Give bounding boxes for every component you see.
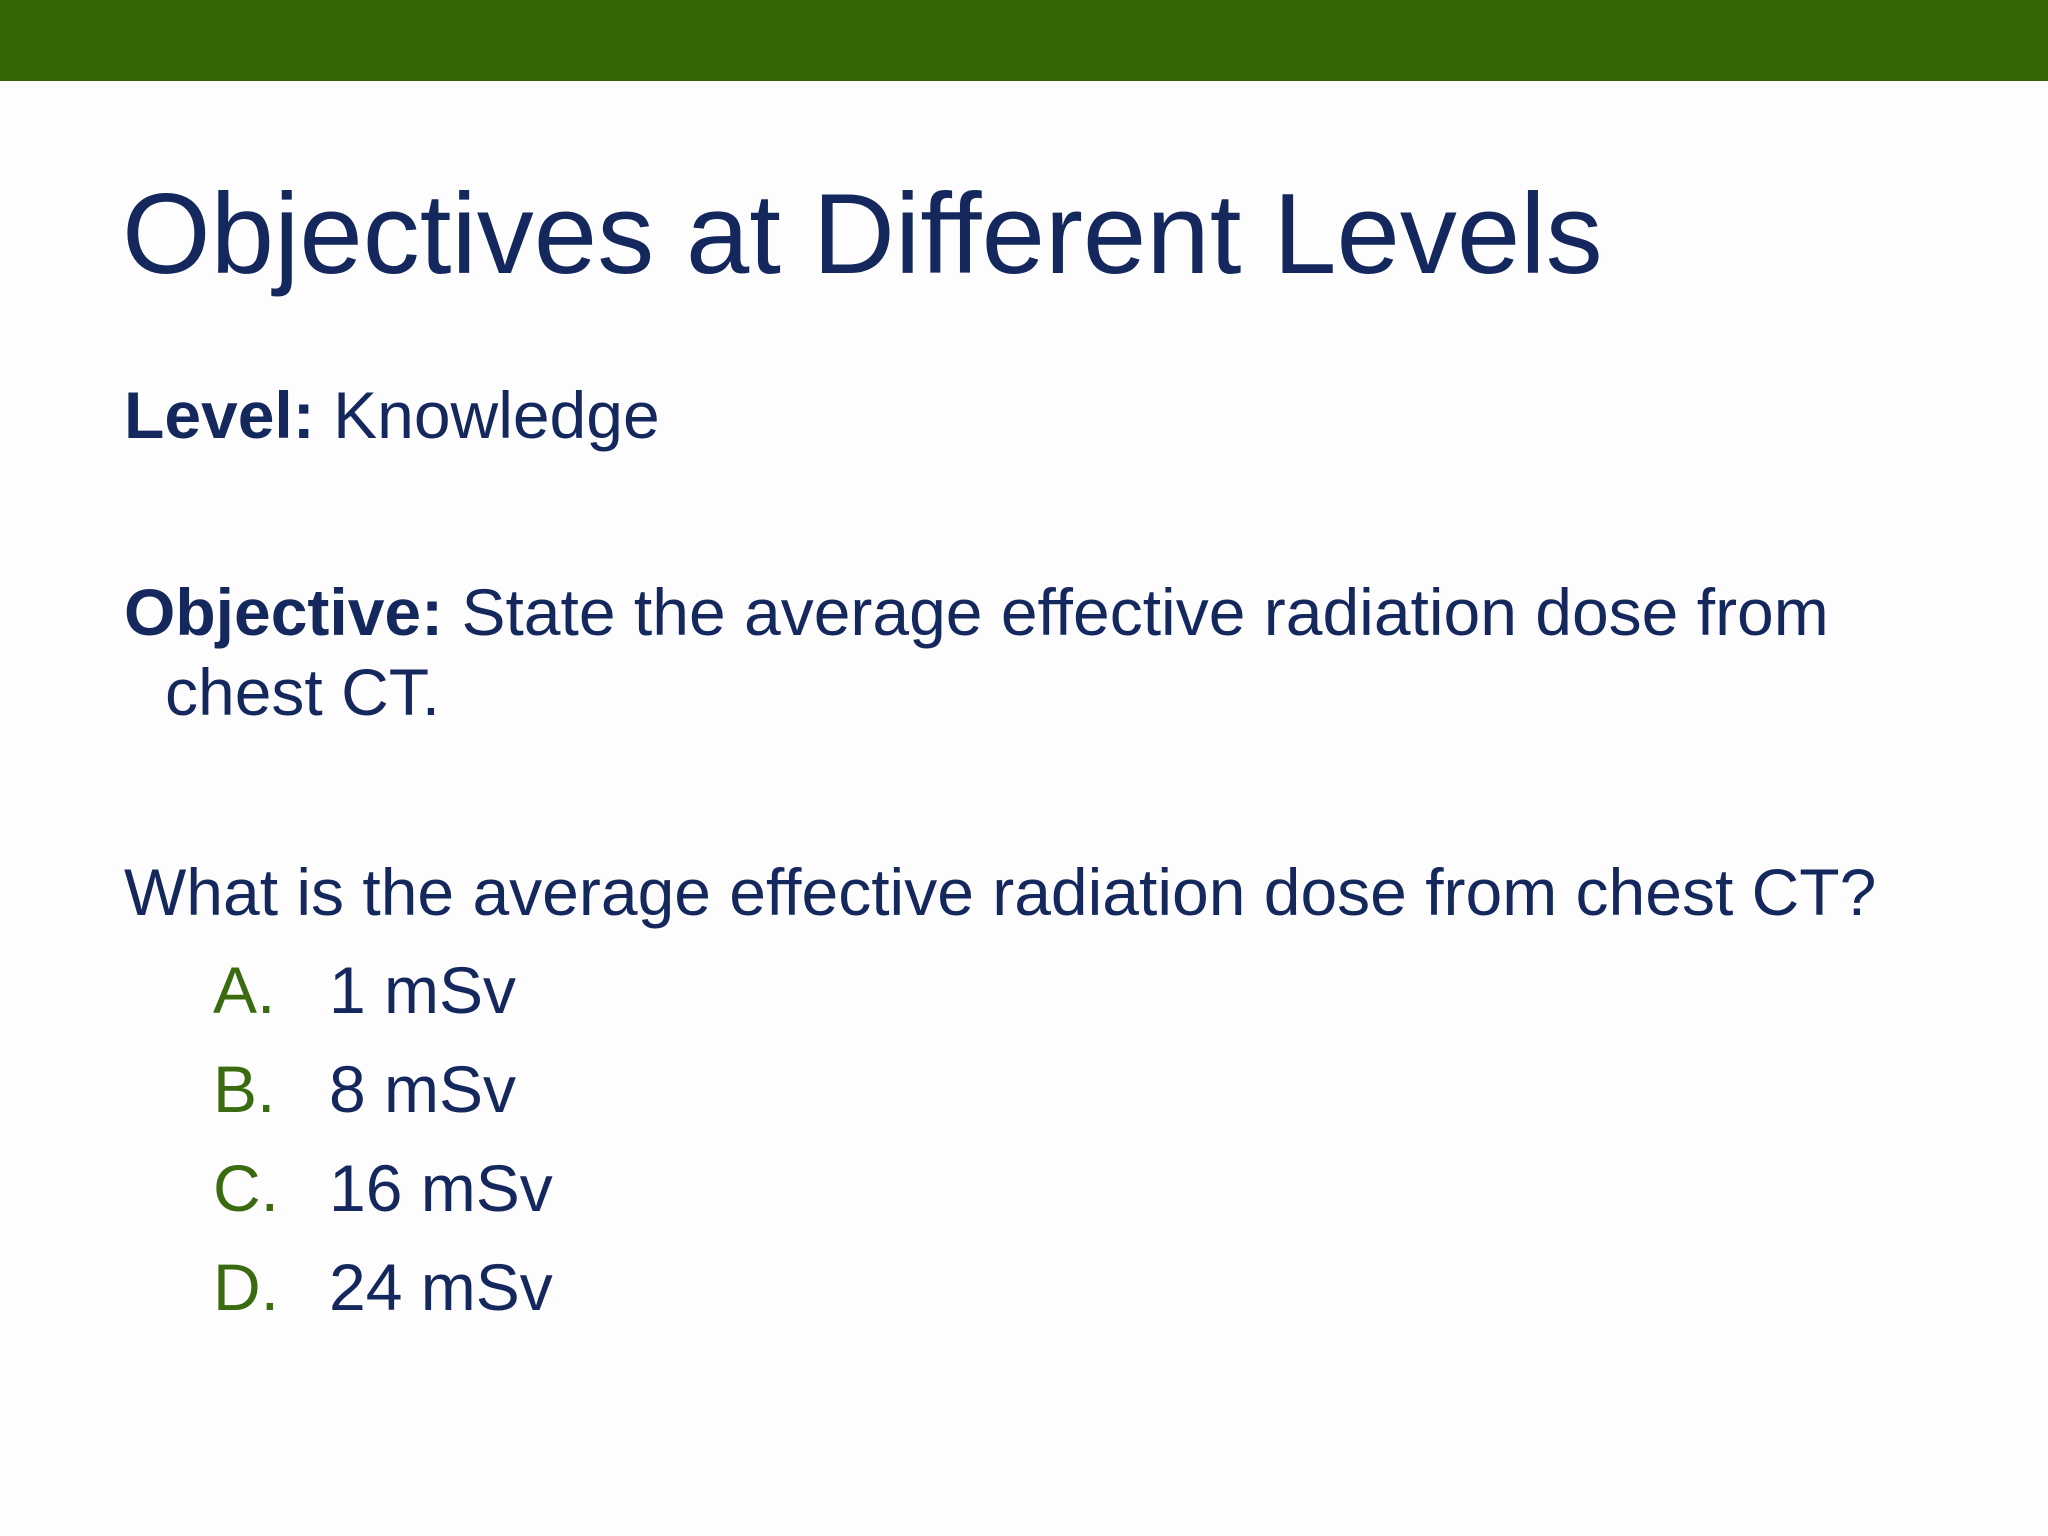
level-line: Level: Knowledge	[124, 375, 660, 455]
level-label: Level:	[124, 378, 315, 452]
slide-title: Objectives at Different Levels	[122, 171, 1603, 298]
objective-label: Objective:	[124, 575, 444, 649]
option-letter: B.	[213, 1052, 276, 1126]
header-bar	[0, 0, 2048, 81]
option-letter: A.	[213, 953, 276, 1027]
option-letter: C.	[213, 1151, 279, 1225]
objective-text: State the average effective radiation do…	[165, 575, 1829, 729]
level-value: Knowledge	[333, 378, 660, 452]
objective-line: Objective: State the average effective r…	[124, 572, 1965, 732]
option-letter: D.	[213, 1250, 279, 1324]
option-text: 24 mSv	[329, 1250, 553, 1324]
question: What is the average effective radiation …	[124, 855, 1877, 929]
option-text: 16 mSv	[329, 1151, 553, 1225]
option-text: 1 mSv	[329, 953, 517, 1027]
option-text: 8 mSv	[329, 1052, 517, 1126]
